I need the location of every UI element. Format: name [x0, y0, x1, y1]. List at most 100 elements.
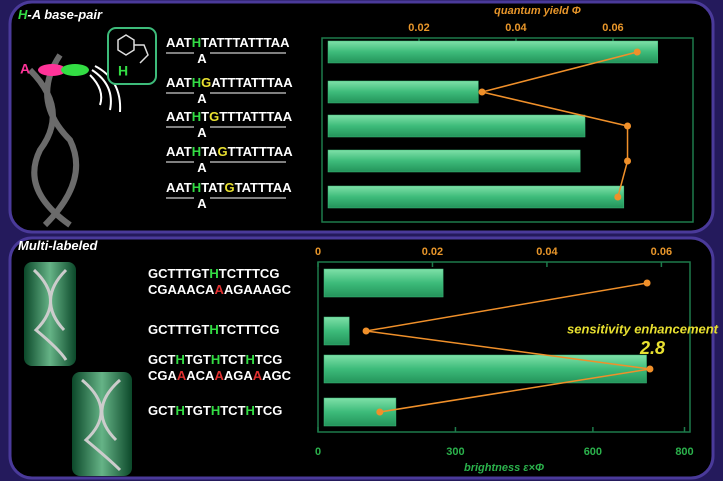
series-line — [365, 282, 651, 413]
text-segment: A — [197, 160, 207, 175]
text-segment: H — [192, 180, 201, 195]
x2-tick-label: 600 — [584, 446, 602, 458]
text-segment: TCG — [255, 352, 282, 367]
bar — [323, 268, 444, 298]
dna-illustration — [27, 27, 157, 228]
sequence-label: AATHTAGTTATTTAA — [166, 144, 293, 159]
sequence-label: A — [197, 160, 207, 175]
sequence-label: GCTHTGTHTCTHTCG — [148, 352, 282, 367]
sequence-label: A — [197, 51, 207, 66]
text-segment: TATTTAA — [235, 180, 293, 195]
x2-tick-label: 300 — [446, 446, 464, 458]
text-segment: AGA — [224, 368, 254, 383]
sequence-label: A — [197, 91, 207, 106]
text-segment: A — [214, 368, 224, 383]
text-segment: H — [18, 7, 28, 22]
bar — [327, 114, 586, 138]
text-segment: AGC — [262, 368, 292, 383]
text-segment: TGT — [185, 352, 211, 367]
text-segment: TAT — [201, 180, 224, 195]
bar — [327, 80, 479, 104]
x-tick-label: 0 — [315, 246, 321, 258]
text-segment: TCG — [255, 403, 282, 418]
figure-label: A — [20, 61, 30, 77]
x2-axis-label: brightness ε×Φ — [464, 462, 544, 474]
bar — [327, 149, 581, 173]
text-segment: -A base-pair — [27, 7, 103, 22]
text-segment: A — [214, 282, 224, 297]
annotation: sensitivity enhancement — [567, 321, 719, 336]
text-segment: AAT — [166, 75, 192, 90]
x-tick-label: 0.02 — [422, 246, 443, 258]
text-segment: H — [209, 266, 218, 281]
text-segment: TCTTTCG — [219, 322, 280, 337]
series-point — [362, 327, 370, 335]
sequence-label: GCTTTGTHTCTTTCG — [148, 322, 279, 337]
sequence-label: A — [197, 125, 207, 140]
sequence-label: AATHTATGTATTTAA — [166, 180, 292, 195]
text-segment: H — [192, 75, 201, 90]
text-segment: G — [218, 144, 228, 159]
x-axis-label: quantum yield Φ — [494, 5, 581, 17]
text-segment: A — [197, 51, 207, 66]
text-segment: A — [197, 125, 207, 140]
series-point — [646, 365, 654, 373]
text-segment: GCTTTGT — [148, 266, 209, 281]
series-point — [643, 279, 651, 287]
text-segment: A — [253, 368, 263, 383]
x2-tick-label: 800 — [675, 446, 693, 458]
x-tick-label: 0.04 — [536, 246, 558, 258]
text-segment: G — [209, 109, 219, 124]
text-segment: H — [175, 352, 184, 367]
series-point — [624, 157, 632, 165]
text-segment: TGT — [185, 403, 211, 418]
text-segment: Multi-labeled — [18, 238, 99, 253]
panel-title: Multi-labeled — [18, 238, 99, 253]
sequence-label: AATHGATTTATTTAA — [166, 75, 293, 90]
text-segment: H — [211, 352, 220, 367]
text-segment: H — [192, 144, 201, 159]
text-segment: AGAAAGC — [224, 282, 292, 297]
series-point — [633, 48, 641, 56]
plot-frame — [321, 37, 694, 223]
text-segment: H — [211, 403, 220, 418]
x2-tick-label: 0 — [315, 446, 321, 458]
annotation: 2.8 — [639, 338, 665, 358]
text-segment: TCT — [220, 352, 245, 367]
text-segment: H — [192, 35, 201, 50]
x-tick-label: 0.04 — [505, 22, 527, 34]
x-tick-label: 0.06 — [602, 22, 623, 34]
text-segment: CGA — [148, 368, 178, 383]
series-point — [478, 88, 486, 96]
bar — [327, 185, 625, 209]
bar — [323, 354, 647, 384]
x-tick-label: 0.02 — [408, 22, 429, 34]
text-segment: A — [197, 196, 207, 211]
text-segment: GCT — [148, 352, 176, 367]
sequence-label: GCTHTGTHTCTHTCG — [148, 403, 282, 418]
panel-title: H-A base-pair — [18, 7, 103, 22]
text-segment: AAT — [166, 35, 192, 50]
text-segment: TATTTATTTAA — [201, 35, 290, 50]
text-segment: TA — [201, 144, 218, 159]
text-segment: CGAAACA — [148, 282, 215, 297]
text-segment: H — [209, 322, 218, 337]
sequence-label: AATHTGTTTATTTAA — [166, 109, 293, 124]
plot-frame — [317, 261, 691, 433]
x-tick-label: 0.06 — [651, 246, 672, 258]
sequence-label: CGAAACAAAGAAAGC — [148, 368, 292, 383]
text-segment: A — [197, 91, 207, 106]
bar — [323, 316, 350, 346]
text-segment: TCT — [220, 403, 245, 418]
text-segment: GCT — [148, 403, 176, 418]
series-point — [624, 122, 632, 130]
text-segment: ATTTATTTAA — [211, 75, 293, 90]
text-segment: ACA — [186, 368, 215, 383]
text-segment: TTTATTTAA — [219, 109, 293, 124]
series-point — [376, 408, 384, 416]
text-segment: TTATTTAA — [228, 144, 294, 159]
text-segment: AAT — [166, 180, 192, 195]
text-segment: G — [225, 180, 235, 195]
text-segment: TCTTTCG — [219, 266, 280, 281]
